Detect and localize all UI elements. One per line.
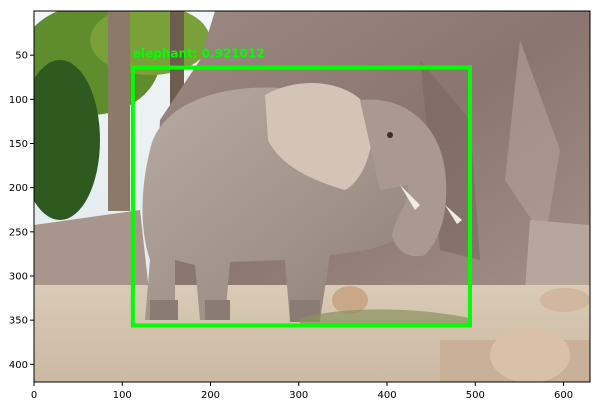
y-tick-label: 350	[9, 316, 28, 327]
logs	[332, 286, 590, 382]
x-tick-label: 400	[377, 390, 396, 401]
y-axis: 50 100 150 200 250 300 350 400	[9, 51, 34, 371]
detection-label: elephant: 0.921012	[133, 47, 265, 61]
x-tick-label: 200	[201, 390, 220, 401]
hay	[300, 309, 470, 324]
x-tick-label: 100	[113, 390, 132, 401]
elephant	[142, 83, 462, 322]
y-tick-label: 200	[9, 183, 28, 194]
y-tick-label: 250	[9, 227, 28, 238]
x-axis: 0 100 200 300 400 500 600	[31, 382, 573, 401]
y-tick-label: 150	[9, 139, 28, 150]
y-tick-label: 100	[9, 95, 28, 106]
y-tick-label: 400	[9, 360, 28, 371]
detection-overlay: elephant: 0.921012	[130, 47, 472, 328]
x-tick-label: 500	[466, 390, 485, 401]
x-tick-label: 300	[289, 390, 308, 401]
axes-frame	[33, 10, 591, 383]
x-tick-label: 600	[554, 390, 573, 401]
detection-box	[130, 65, 472, 328]
elephant-photo	[34, 11, 590, 382]
x-tick-label: 0	[31, 390, 37, 401]
y-tick-label: 300	[9, 272, 28, 283]
y-tick-label: 50	[15, 51, 28, 62]
